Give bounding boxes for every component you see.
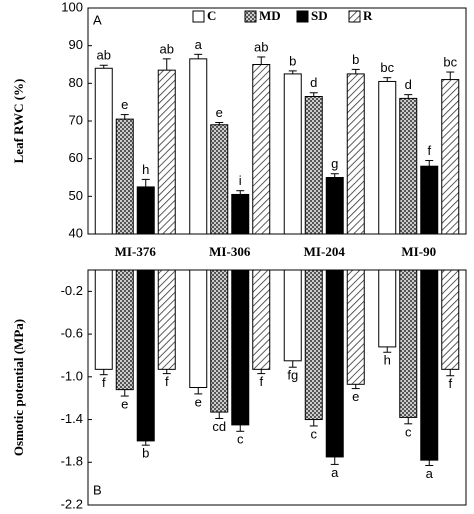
bar [399, 97, 418, 235]
bar [157, 269, 176, 370]
legend-swatch [192, 10, 205, 23]
bar [399, 269, 418, 418]
x-tick-label: MI-90 [401, 244, 436, 259]
y-tick-label: 100 [61, 0, 83, 14]
significance-letter: c [237, 432, 244, 447]
significance-letter: ab [160, 41, 174, 56]
significance-letter: cd [212, 419, 226, 434]
significance-letter: bc [380, 60, 394, 75]
significance-letter: e [195, 394, 202, 409]
y-tick-label: -2.2 [61, 496, 83, 511]
significance-letter: e [121, 97, 128, 112]
bar [378, 80, 397, 235]
panel-label: B [93, 482, 102, 497]
significance-letter: ab [97, 48, 111, 63]
significance-letter: f [165, 374, 169, 389]
x-tick-label: MI-376 [115, 244, 157, 259]
significance-letter: ab [254, 39, 268, 54]
legend-swatch [348, 10, 361, 23]
significance-letter: f [259, 374, 263, 389]
y-tick-label: 70 [69, 112, 83, 127]
bar [231, 269, 250, 426]
bar [420, 269, 439, 461]
bar [157, 69, 176, 235]
y-tick-label: -0.2 [61, 283, 83, 298]
significance-letter: e [352, 389, 359, 404]
bar [378, 269, 397, 348]
significance-letter: fg [287, 368, 298, 383]
y-tick-label: 90 [69, 37, 83, 52]
panel-label: A [93, 12, 102, 27]
plot-frame [87, 269, 467, 506]
y-tick-label: 50 [69, 188, 83, 203]
bar [115, 118, 134, 235]
significance-letter: a [331, 465, 339, 480]
significance-letter: a [195, 37, 203, 52]
significance-letter: a [426, 466, 434, 481]
bar [420, 165, 439, 235]
x-tick-label: MI-204 [304, 244, 346, 259]
legend-swatch [244, 10, 257, 23]
bar [325, 177, 344, 235]
significance-letter: f [427, 143, 431, 158]
y-tick-label: 60 [69, 150, 83, 165]
bar [94, 67, 113, 235]
bar [441, 79, 460, 235]
significance-letter: b [352, 52, 359, 67]
legend-label: MD [259, 8, 281, 23]
bar [252, 64, 271, 235]
significance-letter: h [142, 162, 149, 177]
bar [94, 269, 113, 370]
significance-letter: c [405, 424, 412, 439]
significance-letter: f [448, 376, 452, 391]
bar [325, 269, 344, 458]
bar [346, 73, 365, 235]
significance-letter: d [310, 75, 317, 90]
y-tick-label: -1.8 [61, 454, 83, 469]
significance-letter: d [405, 77, 412, 92]
bar [210, 124, 229, 235]
bar [136, 186, 155, 235]
legend-label: C [207, 8, 216, 23]
significance-letter: c [311, 426, 318, 441]
significance-letter: e [121, 396, 128, 411]
bar [189, 58, 208, 235]
y-tick-label: -1.0 [61, 368, 83, 383]
bar [304, 269, 323, 421]
legend-label: R [363, 8, 373, 23]
bar [136, 269, 155, 442]
bar [283, 73, 302, 235]
significance-letter: bc [443, 54, 457, 69]
y-axis-label: Leaf RWC (%) [11, 79, 26, 164]
bar [252, 269, 271, 370]
bar [441, 269, 460, 370]
bar [231, 193, 250, 235]
x-tick-label: MI-306 [209, 244, 251, 259]
significance-letter: h [384, 353, 391, 368]
y-tick-label: 80 [69, 75, 83, 90]
significance-letter: e [216, 105, 223, 120]
significance-letter: i [239, 173, 242, 188]
significance-letter: f [102, 375, 106, 390]
significance-letter: b [289, 53, 296, 68]
legend-label: SD [311, 8, 328, 23]
y-axis-label: Osmotic potential (MPa) [11, 319, 26, 456]
bar [210, 269, 229, 413]
bar [189, 269, 208, 388]
y-tick-label: -1.4 [61, 411, 83, 426]
significance-letter: g [331, 156, 338, 171]
bar [115, 269, 134, 391]
y-tick-label: 40 [69, 225, 83, 240]
legend-swatch [296, 10, 309, 23]
bar [283, 269, 302, 362]
significance-letter: b [142, 446, 149, 461]
y-tick-label: -0.6 [61, 326, 83, 341]
bar [304, 96, 323, 235]
bar [346, 269, 365, 385]
